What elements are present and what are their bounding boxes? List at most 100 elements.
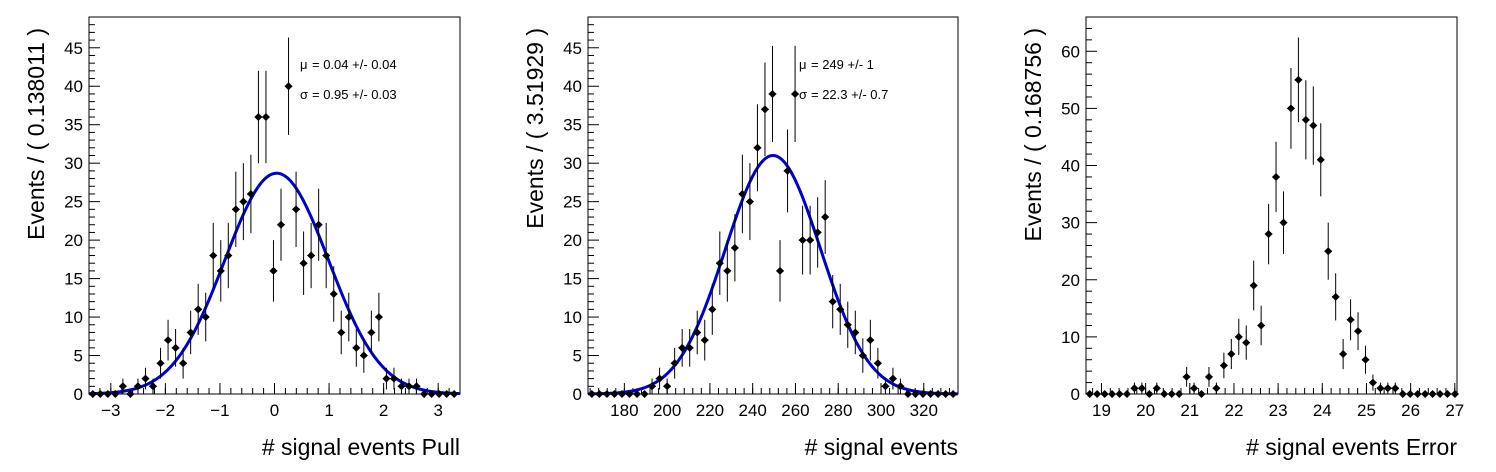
data-point	[186, 328, 195, 337]
x-axis-title: # signal events Error	[1246, 434, 1457, 460]
data-point	[768, 89, 777, 98]
data-point	[156, 359, 165, 368]
data-point	[738, 189, 747, 198]
x-tick-label: −2	[156, 401, 175, 420]
data-point	[427, 390, 436, 398]
x-tick-label: 25	[1357, 401, 1376, 420]
data-point	[149, 382, 158, 391]
data-point	[442, 390, 451, 398]
y-tick-label: 30	[563, 154, 582, 173]
x-tick-label: 24	[1313, 401, 1332, 420]
data-point	[821, 213, 830, 222]
data-point	[194, 305, 203, 314]
y-tick-label: 10	[1061, 328, 1080, 347]
data-point	[625, 390, 634, 398]
y-tick-label: 35	[563, 116, 582, 135]
data-point	[783, 166, 792, 175]
data-point	[1421, 390, 1430, 398]
data-point	[88, 390, 97, 398]
data-point	[420, 390, 429, 398]
y-tick-label: 0	[573, 385, 582, 404]
data-point	[284, 82, 293, 91]
data-point	[1294, 75, 1303, 84]
data-point	[1100, 390, 1109, 398]
data-point	[216, 266, 225, 275]
data-point	[1197, 390, 1206, 398]
x-axis-title: # signal events	[805, 434, 958, 460]
data-point	[1212, 384, 1221, 393]
data-point	[1309, 121, 1318, 130]
pull-panel: Events / ( 0.138011 ) # signal events Pu…	[23, 16, 461, 460]
x-tick-label: 280	[824, 401, 852, 420]
data-point	[1286, 104, 1295, 113]
data-point	[1130, 384, 1139, 393]
y-tick-label: 5	[573, 347, 582, 366]
data-point	[633, 390, 642, 398]
y-tick-label: 20	[64, 231, 83, 250]
x-tick-label: 26	[1401, 401, 1420, 420]
data-point	[239, 197, 248, 206]
data-point	[941, 390, 950, 398]
data-point	[1152, 384, 1161, 393]
data-point	[866, 336, 875, 345]
data-point	[261, 113, 270, 122]
data-point	[1257, 321, 1266, 330]
y-tick-label: 20	[563, 231, 582, 250]
y-tick-label: 40	[1061, 157, 1080, 176]
x-tick-label: 2	[379, 401, 388, 420]
x-axis-title: # signal events Pull	[262, 434, 460, 460]
data-point	[1406, 390, 1415, 398]
y-tick-label: 35	[64, 116, 83, 135]
data-point	[949, 390, 958, 398]
data-point	[1436, 390, 1445, 398]
y-tick-label: 15	[64, 270, 83, 289]
data-point	[587, 390, 596, 398]
plot-frame	[1085, 16, 1458, 395]
plot-frame	[587, 16, 959, 395]
data-point	[858, 351, 867, 360]
data-point	[1227, 350, 1236, 359]
data-point	[1346, 315, 1355, 324]
stat-value: = 0.04 +/- 0.04	[312, 57, 397, 72]
data-point	[678, 343, 687, 352]
data-point	[329, 289, 338, 298]
y-tick-label: 0	[1071, 385, 1080, 404]
data-point	[389, 374, 398, 383]
data-point	[352, 343, 361, 352]
y-tick-label: 10	[563, 308, 582, 327]
data-point	[171, 343, 180, 352]
x-tick-label: 320	[910, 401, 938, 420]
stat-symbol: μ	[799, 57, 807, 72]
data-point	[693, 328, 702, 337]
data-point	[1331, 292, 1340, 301]
x-tick-label: 220	[696, 401, 724, 420]
data-point	[1339, 350, 1348, 359]
data-point	[610, 390, 619, 398]
data-point	[617, 390, 626, 398]
data-point	[851, 328, 860, 337]
data-point	[164, 336, 173, 345]
x-tick-label: 23	[1269, 401, 1288, 420]
data-point	[299, 259, 308, 268]
data-point	[1242, 338, 1251, 347]
data-point	[1428, 390, 1437, 398]
data-point	[397, 382, 406, 391]
data-point	[1204, 372, 1213, 381]
data-point	[873, 359, 882, 368]
x-tick-label: 1	[324, 401, 333, 420]
data-point	[1368, 378, 1377, 387]
data-point	[1122, 390, 1131, 398]
data-point	[103, 390, 112, 398]
x-tick-label: 300	[867, 401, 895, 420]
y-tick-label: 40	[64, 77, 83, 96]
data-point	[903, 390, 912, 398]
data-point	[926, 390, 935, 398]
data-point	[934, 390, 943, 398]
y-axis-title: Events / ( 3.51929 )	[522, 28, 548, 229]
data-point	[1279, 218, 1288, 227]
stat-value: = 249 +/- 1	[811, 57, 874, 72]
data-point	[405, 382, 414, 391]
data-point	[277, 220, 286, 229]
signal-events-panel: Events / ( 3.51929 ) # signal events 0 5 1…	[522, 16, 959, 460]
